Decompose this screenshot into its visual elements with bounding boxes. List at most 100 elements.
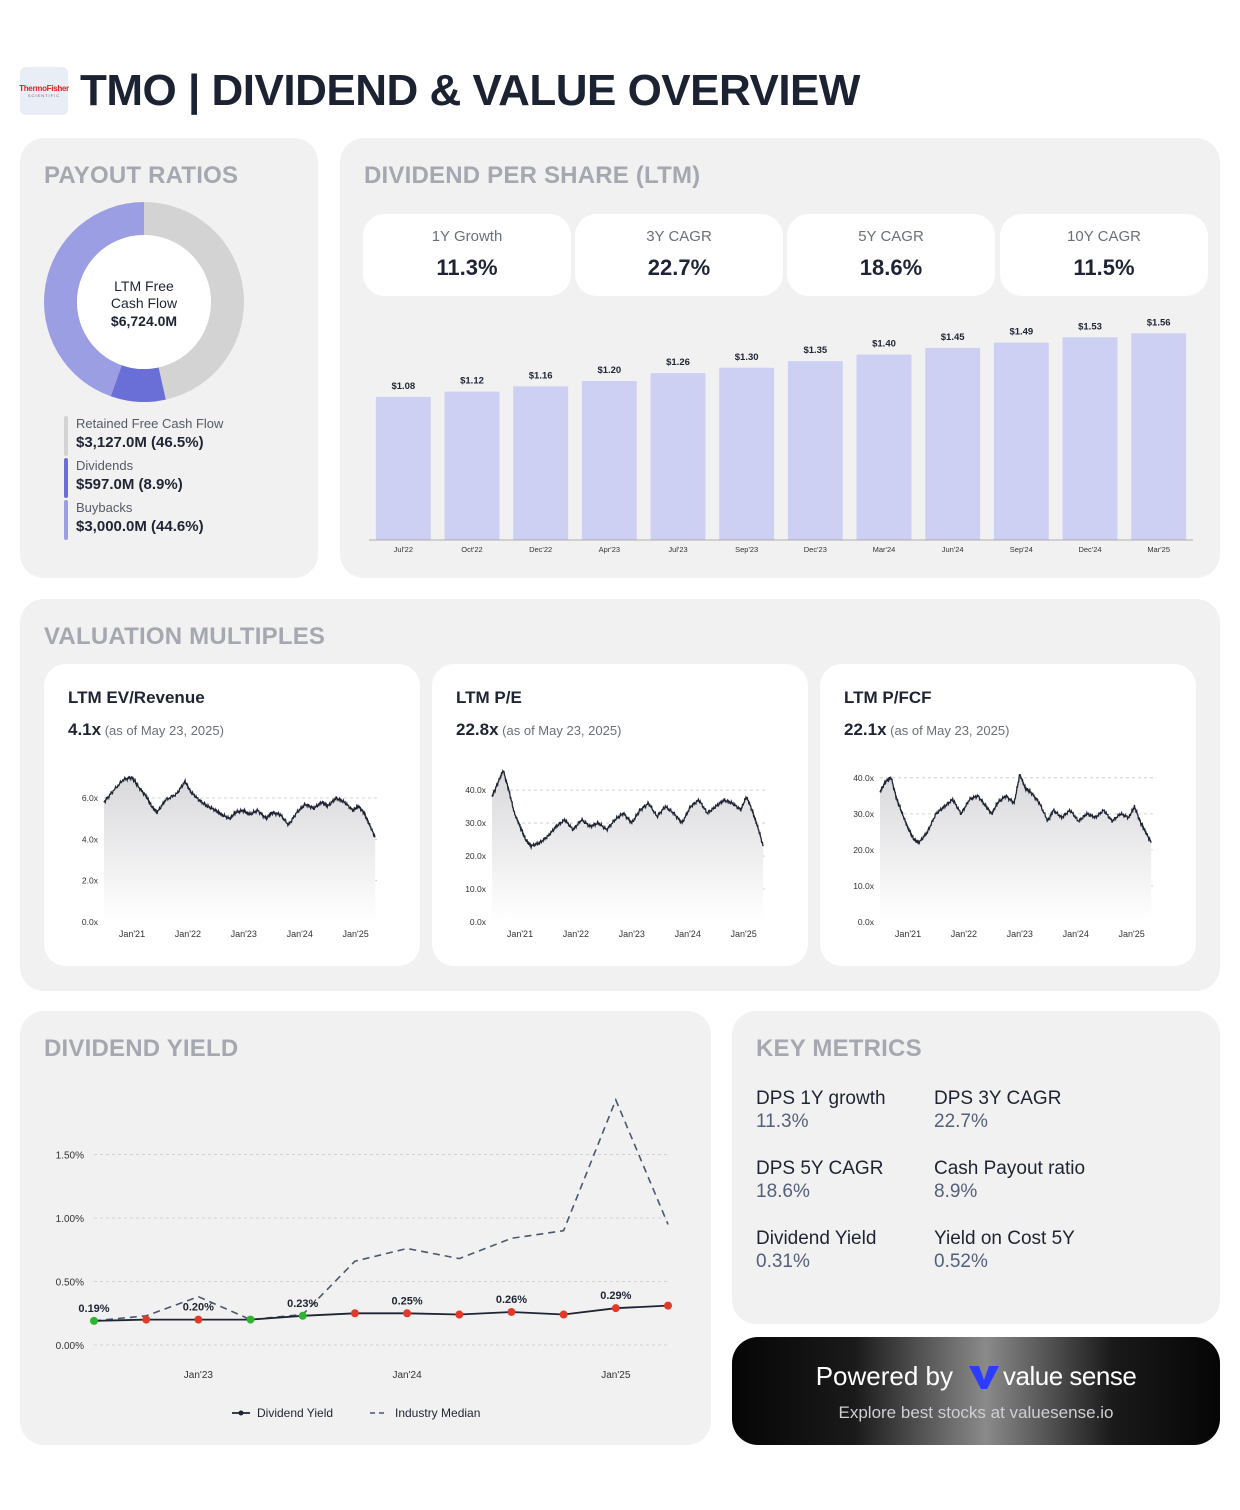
dps-x-tick-4: Jul'23 [668,545,687,554]
dps-bar-0 [375,396,431,540]
stat-3y-cagr-label: 3Y CAGR [646,228,712,245]
metric-cash-payout-ratio: Cash Payout ratio 8.9% [934,1157,1085,1203]
x-tick-3: Jan'24 [675,929,701,939]
donut-slice-0 [144,202,244,400]
stat-1y-growth-label: 1Y Growth [431,228,503,245]
area-line [103,775,376,838]
ev-revenue-title: LTM EV/Revenue [68,688,205,707]
stat-5y-cagr: 5Y CAGR 18.6% [787,214,995,296]
yield-point-3 [246,1315,255,1324]
metric-label: DPS 1Y growth [756,1088,886,1109]
yield-y-tick-0: 0.00% [56,1341,84,1352]
powered-by-tagline: Explore best stocks at valuesense.io [838,1403,1114,1422]
metric-dps-3y-cagr: DPS 3Y CAGR 22.7% [934,1087,1061,1133]
yield-data-label-2: 0.23% [287,1298,318,1310]
yield-point-6 [403,1309,412,1318]
stat-5y-cagr-label: 5Y CAGR [858,228,924,245]
legend-yield-label: Dividend Yield [257,1406,333,1420]
dps-bar-label-10: $1.53 [1078,321,1102,332]
x-tick-0: Jan'21 [895,929,921,939]
area-fill [880,774,1152,922]
yield-data-label-5: 0.29% [600,1290,631,1302]
x-tick-1: Jan'22 [951,929,977,939]
dps-bar-label-0: $1.08 [391,381,415,392]
metric-label: Yield on Cost 5Y [934,1228,1075,1249]
valuation-title: VALUATION MULTIPLES [44,623,326,650]
dividend-yield-card: DIVIDEND YIELD 0.00% 0.50% 1.00% 1.50% Jan'2… [20,1011,711,1445]
y-tick-0: 0.0x [470,917,487,927]
stat-1y-growth: 1Y Growth 11.3% [363,214,571,296]
yield-x-tick-2: Jan'25 [601,1370,631,1381]
dps-x-tick-7: Mar'24 [873,545,896,554]
y-tick-4: 40.0x [853,773,875,783]
metric-dividend-yield: Dividend Yield 0.31% [756,1227,876,1273]
valuation-card: VALUATION MULTIPLES LTM EV/Revenue 4.1x … [20,599,1220,991]
x-tick-3: Jan'24 [287,929,313,939]
ev-revenue-subtitle: 4.1x (as of May 23, 2025) [68,720,224,740]
x-tick-3: Jan'24 [1063,929,1089,939]
y-tick-1: 2.0x [82,876,99,886]
yield-x-tick-0: Jan'23 [184,1370,214,1381]
dps-bar-4 [650,373,706,540]
dps-bar-1 [444,391,500,540]
legend-dividends-swatch [64,458,68,498]
stat-1y-growth-value: 11.3% [436,255,498,280]
yield-point-8 [507,1307,516,1316]
key-metrics-card: KEY METRICS DPS 1Y growth 11.3% DPS 3Y C… [732,1011,1220,1324]
dps-bar-7 [856,354,912,540]
legend-retained-label: Retained Free Cash Flow [76,416,224,431]
x-tick-2: Jan'23 [231,929,257,939]
dps-bar-9 [993,342,1049,540]
dps-x-tick-6: Dec'23 [804,545,827,554]
powered-by-line: Powered by value sense [732,1361,1220,1392]
dps-x-tick-5: Sep'23 [735,545,758,554]
donut-center-line2: Cash Flow [111,295,178,311]
legend-retained-value: $3,127.0M (46.5%) [76,434,204,451]
dps-bar-6 [787,361,843,540]
dps-bar-2 [513,386,569,540]
x-tick-0: Jan'21 [507,929,533,939]
yield-y-tick-1: 0.50% [56,1278,84,1289]
legend-buybacks-value: $3,000.0M (44.6%) [76,518,204,535]
legend-dividends-value: $597.0M (8.9%) [76,476,183,493]
x-tick-2: Jan'23 [1007,929,1033,939]
dps-bar-label-3: $1.20 [597,365,621,376]
dps-x-tick-9: Sep'24 [1010,545,1033,554]
y-tick-2: 4.0x [82,834,99,844]
yield-point-4 [298,1311,307,1320]
dps-bar-label-7: $1.40 [872,339,896,350]
pe-subtitle: 22.8x (as of May 23, 2025) [456,720,621,740]
pfcf-value: 22.1x [844,720,887,739]
y-tick-2: 20.0x [465,851,487,861]
dps-bar-label-5: $1.30 [735,352,759,363]
payout-ratios-card: PAYOUT RATIOS LTM Free Cash Flow $6,724.0M… [20,138,318,578]
yield-data-label-3: 0.25% [391,1295,422,1307]
ev-revenue-asof: (as of May 23, 2025) [104,723,224,738]
metric-value: 18.6% [756,1181,810,1202]
powered-by-banner[interactable]: Powered by value sense Explore best stoc… [732,1337,1220,1445]
stat-10y-cagr: 10Y CAGR 11.5% [1000,214,1208,296]
powered-by-brand: value sense [1003,1361,1137,1391]
yield-data-label-1: 0.20% [183,1302,214,1314]
payout-ratios-title: PAYOUT RATIOS [44,162,239,189]
yield-point-11 [664,1301,672,1310]
dps-x-tick-2: Dec'22 [529,545,552,554]
stat-10y-cagr-value: 11.5% [1073,255,1135,280]
area-fill [104,776,376,922]
y-tick-3: 30.0x [853,809,875,819]
x-tick-4: Jan'25 [343,929,369,939]
ev-revenue-card: LTM EV/Revenue 4.1x (as of May 23, 2025)… [44,664,420,966]
y-tick-3: 6.0x [82,793,99,803]
y-tick-1: 10.0x [853,881,875,891]
metric-label: Dividend Yield [756,1228,877,1249]
x-tick-4: Jan'25 [1119,929,1145,939]
dividend-yield-title: DIVIDEND YIELD [44,1035,239,1062]
pe-chart: 0.0x 10.0x 20.0x 30.0x 40.0x Jan'21 Jan'22 Jan'… [465,769,766,939]
dps-bar-5 [719,367,775,540]
dps-bar-label-9: $1.49 [1009,327,1033,338]
metric-value: 22.7% [934,1111,988,1132]
industry-median-line [93,1097,669,1322]
pe-card: LTM P/E 22.8x (as of May 23, 2025) 0.0x 1… [432,664,808,966]
dps-x-tick-8: Jun'24 [942,545,964,554]
